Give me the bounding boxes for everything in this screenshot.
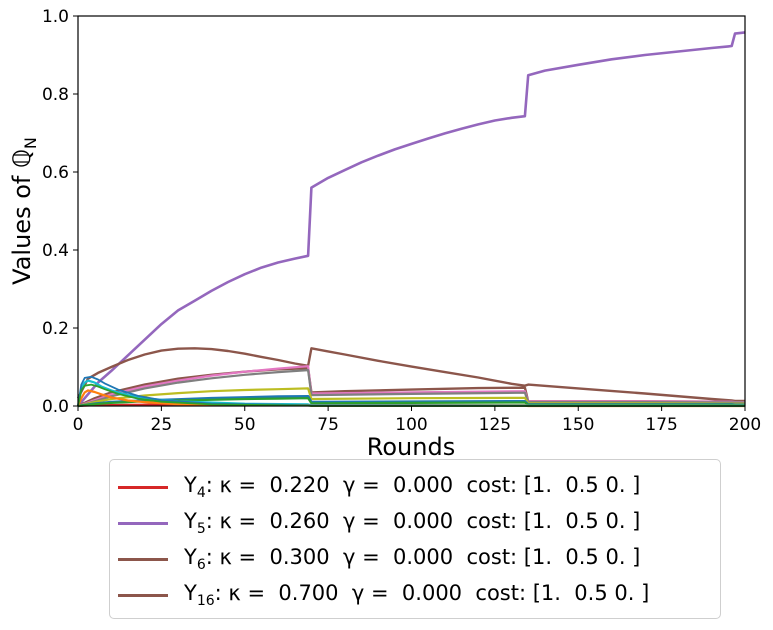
legend-label-name: Y bbox=[184, 508, 197, 533]
legend-label-subscript: 6 bbox=[196, 557, 206, 574]
y-tick-label: 1.0 bbox=[42, 7, 69, 27]
legend-swatch bbox=[118, 485, 168, 489]
y-tick-label: 0.6 bbox=[42, 163, 69, 183]
legend-label: Y6: κ = 0.300 γ = 0.000 cost: [1. 0.5 0.… bbox=[184, 545, 640, 573]
series-line-y5 bbox=[77, 31, 746, 407]
series-layer bbox=[76, 31, 746, 408]
y-tick-label: 0.8 bbox=[42, 85, 69, 105]
legend-label-name: Y bbox=[184, 580, 197, 605]
x-axis-label: Rounds bbox=[367, 433, 455, 461]
legend-label-params: : κ = 0.300 γ = 0.000 cost: [1. 0.5 0. ] bbox=[205, 544, 641, 569]
y-axis-label-sub: N bbox=[21, 137, 40, 149]
y-tick-label: 0.0 bbox=[42, 397, 69, 417]
legend-swatch bbox=[118, 521, 168, 525]
legend-label-params: : κ = 0.700 γ = 0.000 cost: [1. 0.5 0. ] bbox=[214, 580, 650, 605]
legend-label-subscript: 16 bbox=[196, 593, 215, 610]
legend-item: Y4: κ = 0.220 γ = 0.000 cost: [1. 0.5 0.… bbox=[118, 470, 640, 504]
legend: Y4: κ = 0.220 γ = 0.000 cost: [1. 0.5 0.… bbox=[109, 459, 721, 619]
legend-label-name: Y bbox=[184, 544, 197, 569]
legend-label-name: Y bbox=[184, 472, 197, 497]
x-tick-label: 125 bbox=[479, 415, 511, 435]
y-axis: 0.0 0.2 0.4 0.6 0.8 1.0 bbox=[42, 7, 78, 417]
x-tick-label: 150 bbox=[562, 415, 594, 435]
y-tick-label: 0.4 bbox=[42, 241, 69, 261]
legend-label-params: : κ = 0.260 γ = 0.000 cost: [1. 0.5 0. ] bbox=[205, 508, 641, 533]
series-line-y16 bbox=[76, 347, 745, 403]
x-axis: 0 25 50 75 100 125 150 175 200 bbox=[73, 406, 761, 435]
legend-label: Y5: κ = 0.260 γ = 0.000 cost: [1. 0.5 0.… bbox=[184, 509, 640, 537]
legend-swatch bbox=[118, 593, 168, 597]
legend-item: Y16: κ = 0.700 γ = 0.000 cost: [1. 0.5 0… bbox=[118, 578, 649, 612]
x-tick-label: 75 bbox=[317, 415, 339, 435]
y-tick-label: 0.2 bbox=[42, 319, 69, 339]
series-line-unlabeled-5 bbox=[77, 369, 745, 408]
legend-label: Y4: κ = 0.220 γ = 0.000 cost: [1. 0.5 0.… bbox=[184, 473, 640, 501]
x-tick-label: 175 bbox=[645, 415, 677, 435]
legend-label-params: : κ = 0.220 γ = 0.000 cost: [1. 0.5 0. ] bbox=[205, 472, 641, 497]
legend-swatch bbox=[118, 557, 168, 561]
x-tick-label: 0 bbox=[73, 415, 84, 435]
x-tick-label: 25 bbox=[151, 415, 173, 435]
legend-item: Y6: κ = 0.300 γ = 0.000 cost: [1. 0.5 0.… bbox=[118, 542, 640, 576]
legend-label-subscript: 5 bbox=[196, 521, 206, 538]
x-tick-label: 100 bbox=[395, 415, 427, 435]
plot-frame bbox=[77, 15, 746, 407]
x-tick-label: 50 bbox=[234, 415, 256, 435]
legend-label: Y16: κ = 0.700 γ = 0.000 cost: [1. 0.5 0… bbox=[184, 581, 649, 609]
legend-label-subscript: 4 bbox=[196, 485, 206, 502]
x-tick-label: 200 bbox=[729, 415, 761, 435]
y-axis-label: Values of ℚN bbox=[8, 137, 40, 285]
legend-item: Y5: κ = 0.260 γ = 0.000 cost: [1. 0.5 0.… bbox=[118, 506, 640, 540]
